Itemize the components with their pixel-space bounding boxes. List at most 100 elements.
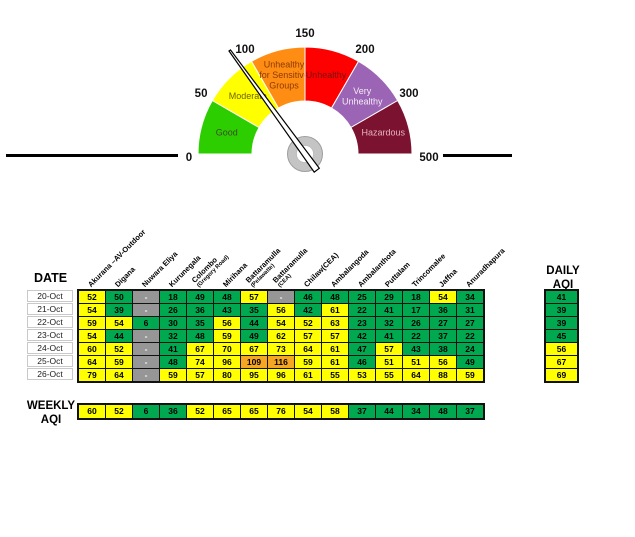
- aqi-value-cell: 61: [322, 356, 348, 368]
- station-name: Anuradhapura: [463, 245, 507, 289]
- aqi-value-cell: 61: [322, 343, 348, 355]
- daily-aqi-cell: 67: [546, 356, 577, 368]
- weekly-aqi-cell: 34: [403, 405, 429, 418]
- aqi-value-cell: 116: [268, 356, 294, 368]
- station-name: Mirihana: [220, 260, 250, 289]
- aqi-value-cell: 70: [214, 343, 240, 355]
- aqi-value-cell: 61: [322, 304, 348, 316]
- gauge-segment-label: Very: [353, 86, 372, 96]
- aqi-value-cell: 24: [457, 343, 483, 355]
- weekly-aqi-cell: 65: [214, 405, 240, 418]
- aqi-value-cell: 62: [268, 330, 294, 342]
- weekly-aqi-cell: 6: [133, 405, 159, 418]
- aqi-value-cell: 26: [403, 317, 429, 329]
- aqi-value-cell: 37: [430, 330, 456, 342]
- aqi-value-cell: 67: [241, 343, 267, 355]
- aqi-value-cell: 63: [322, 317, 348, 329]
- aqi-value-cell: 46: [295, 291, 321, 303]
- weekly-aqi-header-line1: WEEKLY: [26, 400, 76, 412]
- aqi-value-cell: 42: [295, 304, 321, 316]
- aqi-value-cell: 52: [79, 291, 105, 303]
- date-cell: 20-Oct: [27, 290, 73, 302]
- daily-aqi-header-line2: AQI: [552, 279, 574, 291]
- aqi-value-cell: 51: [376, 356, 402, 368]
- aqi-value-cell: 41: [376, 330, 402, 342]
- date-cell: 26-Oct: [27, 368, 73, 380]
- aqi-value-cell: 54: [106, 317, 132, 329]
- station-name: Puttalam: [382, 259, 412, 289]
- aqi-value-cell: 27: [430, 317, 456, 329]
- weekly-aqi-cell: 54: [295, 405, 321, 418]
- date-cell: 21-Oct: [27, 303, 73, 315]
- aqi-value-cell: 48: [187, 330, 213, 342]
- daily-aqi-header-line1: DAILY: [546, 265, 580, 277]
- aqi-value-cell: 29: [376, 291, 402, 303]
- aqi-value-cell: 57: [295, 330, 321, 342]
- aqi-value-cell: 59: [457, 369, 483, 381]
- aqi-value-cell: 55: [376, 369, 402, 381]
- aqi-value-cell: 52: [106, 343, 132, 355]
- aqi-value-cell: 41: [376, 304, 402, 316]
- daily-aqi-cell: 56: [546, 343, 577, 355]
- aqi-value-cell: 54: [268, 317, 294, 329]
- date-cell: 23-Oct: [27, 329, 73, 341]
- gauge-segment-label: Groups: [269, 81, 299, 91]
- aqi-value-cell: 80: [214, 369, 240, 381]
- daily-aqi-cell: 39: [546, 304, 577, 316]
- aqi-value-cell: 35: [187, 317, 213, 329]
- gauge-segment-label: Good: [216, 127, 238, 137]
- aqi-value-cell: -: [268, 291, 294, 303]
- aqi-value-cell: 57: [241, 291, 267, 303]
- aqi-value-cell: 17: [403, 304, 429, 316]
- gauge-segment-label: Unhealthy: [342, 96, 383, 106]
- aqi-value-cell: 39: [106, 304, 132, 316]
- aqi-value-cell: 50: [106, 291, 132, 303]
- aqi-value-cell: 64: [79, 356, 105, 368]
- aqi-value-cell: 57: [187, 369, 213, 381]
- gauge-tick-label: 0: [186, 152, 192, 164]
- aqi-value-cell: 43: [214, 304, 240, 316]
- aqi-value-cell: 59: [79, 317, 105, 329]
- aqi-value-cell: 64: [106, 369, 132, 381]
- aqi-value-cell: 51: [403, 356, 429, 368]
- aqi-value-cell: 59: [295, 356, 321, 368]
- aqi-value-cell: 38: [430, 343, 456, 355]
- aqi-value-cell: 44: [106, 330, 132, 342]
- aqi-value-cell: 59: [160, 369, 186, 381]
- aqi-value-cell: 61: [295, 369, 321, 381]
- station-header: Jaffna: [436, 266, 459, 289]
- aqi-value-cell: 74: [187, 356, 213, 368]
- aqi-value-cell: 96: [214, 356, 240, 368]
- aqi-value-cell: 57: [322, 330, 348, 342]
- gauge-tick-label: 50: [195, 88, 208, 100]
- gauge-segment-label: Unhealthy: [306, 70, 347, 80]
- aqi-value-cell: 48: [214, 291, 240, 303]
- aqi-value-cell: 59: [106, 356, 132, 368]
- station-name: Digana: [112, 264, 138, 289]
- aqi-value-grid: 52 50-18 49 48 57-46 48 25 29 18 54 34 54 39-26 36 43 3…: [77, 289, 485, 383]
- aqi-value-cell: 60: [79, 343, 105, 355]
- aqi-value-cell: 6: [133, 317, 159, 329]
- aqi-value-cell: 67: [187, 343, 213, 355]
- aqi-value-cell: -: [133, 356, 159, 368]
- daily-aqi-cell: 45: [546, 330, 577, 342]
- aqi-value-cell: 46: [349, 356, 375, 368]
- weekly-aqi-header: WEEKLY AQI: [20, 399, 82, 427]
- weekly-aqi-row: 60 52 6 36 52 65 65 76 54 58 37 44 34 48 37: [77, 403, 485, 420]
- gauge-segment: [350, 99, 413, 155]
- aqi-value-cell: 25: [349, 291, 375, 303]
- date-cell: 24-Oct: [27, 342, 73, 354]
- aqi-value-cell: 32: [160, 330, 186, 342]
- weekly-aqi-cell: 52: [187, 405, 213, 418]
- aqi-value-cell: 64: [403, 369, 429, 381]
- aqi-value-cell: 88: [430, 369, 456, 381]
- daily-aqi-cell: 69: [546, 369, 577, 381]
- aqi-value-cell: 57: [376, 343, 402, 355]
- date-column-header: DATE: [34, 271, 68, 285]
- weekly-aqi-cell: 65: [241, 405, 267, 418]
- aqi-value-cell: -: [133, 369, 159, 381]
- aqi-value-cell: 41: [160, 343, 186, 355]
- station-name: Jaffna: [436, 266, 459, 289]
